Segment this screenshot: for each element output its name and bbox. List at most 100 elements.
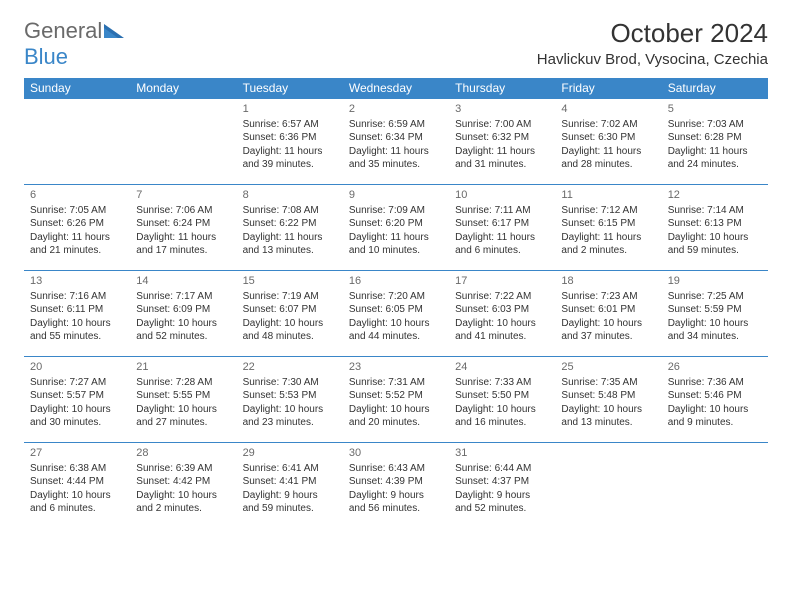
daylight-line: Daylight: 10 hours and 48 minutes. [243,317,337,344]
daylight-line: Daylight: 11 hours and 31 minutes. [455,145,549,172]
calendar-cell-empty [24,99,130,185]
sunset-line: Sunset: 6:11 PM [30,303,124,317]
sunset-line: Sunset: 5:48 PM [561,389,655,403]
sunrise-line: Sunrise: 7:20 AM [349,290,443,304]
calendar-cell: 1Sunrise: 6:57 AMSunset: 6:36 PMDaylight… [237,99,343,185]
daylight-line: Daylight: 11 hours and 21 minutes. [30,231,124,258]
calendar-cell: 24Sunrise: 7:33 AMSunset: 5:50 PMDayligh… [449,357,555,443]
daylight-line: Daylight: 10 hours and 23 minutes. [243,403,337,430]
sunrise-line: Sunrise: 7:35 AM [561,376,655,390]
calendar-cell: 14Sunrise: 7:17 AMSunset: 6:09 PMDayligh… [130,271,236,357]
daylight-line: Daylight: 10 hours and 37 minutes. [561,317,655,344]
sunrise-line: Sunrise: 7:30 AM [243,376,337,390]
day-number: 19 [668,274,762,289]
daylight-line: Daylight: 9 hours and 52 minutes. [455,489,549,516]
sunrise-line: Sunrise: 6:57 AM [243,118,337,132]
sunrise-line: Sunrise: 7:14 AM [668,204,762,218]
sunset-line: Sunset: 6:28 PM [668,131,762,145]
sunrise-line: Sunrise: 7:11 AM [455,204,549,218]
day-number: 29 [243,446,337,461]
day-number: 23 [349,360,443,375]
sunset-line: Sunset: 5:50 PM [455,389,549,403]
sunrise-line: Sunrise: 7:22 AM [455,290,549,304]
day-number: 31 [455,446,549,461]
sunrise-line: Sunrise: 7:16 AM [30,290,124,304]
sunrise-line: Sunrise: 7:00 AM [455,118,549,132]
calendar-cell: 9Sunrise: 7:09 AMSunset: 6:20 PMDaylight… [343,185,449,271]
day-header: Saturday [662,78,768,99]
day-number: 9 [349,188,443,203]
day-header: Monday [130,78,236,99]
sunset-line: Sunset: 6:01 PM [561,303,655,317]
day-header: Friday [555,78,661,99]
sunset-line: Sunset: 6:30 PM [561,131,655,145]
calendar-cell: 26Sunrise: 7:36 AMSunset: 5:46 PMDayligh… [662,357,768,443]
sunrise-line: Sunrise: 6:38 AM [30,462,124,476]
calendar-cell: 6Sunrise: 7:05 AMSunset: 6:26 PMDaylight… [24,185,130,271]
day-number: 21 [136,360,230,375]
calendar-cell: 8Sunrise: 7:08 AMSunset: 6:22 PMDaylight… [237,185,343,271]
sunset-line: Sunset: 6:13 PM [668,217,762,231]
daylight-line: Daylight: 11 hours and 35 minutes. [349,145,443,172]
day-number: 30 [349,446,443,461]
daylight-line: Daylight: 11 hours and 24 minutes. [668,145,762,172]
logo-text-2: Blue [24,44,68,69]
calendar-cell: 31Sunrise: 6:44 AMSunset: 4:37 PMDayligh… [449,443,555,529]
calendar-body: 1Sunrise: 6:57 AMSunset: 6:36 PMDaylight… [24,99,768,529]
day-header: Tuesday [237,78,343,99]
day-number: 2 [349,102,443,117]
logo-triangle-icon [104,18,124,43]
daylight-line: Daylight: 10 hours and 59 minutes. [668,231,762,258]
sunrise-line: Sunrise: 6:41 AM [243,462,337,476]
daylight-line: Daylight: 11 hours and 6 minutes. [455,231,549,258]
calendar-cell: 10Sunrise: 7:11 AMSunset: 6:17 PMDayligh… [449,185,555,271]
daylight-line: Daylight: 10 hours and 2 minutes. [136,489,230,516]
calendar-cell: 18Sunrise: 7:23 AMSunset: 6:01 PMDayligh… [555,271,661,357]
calendar-cell-empty [130,99,236,185]
calendar-header-row: SundayMondayTuesdayWednesdayThursdayFrid… [24,78,768,99]
calendar-week-row: 27Sunrise: 6:38 AMSunset: 4:44 PM Dayligh… [24,443,768,529]
calendar-cell: 5Sunrise: 7:03 AMSunset: 6:28 PMDaylight… [662,99,768,185]
calendar-week-row: 6Sunrise: 7:05 AMSunset: 6:26 PMDaylight… [24,185,768,271]
sunrise-line: Sunrise: 7:36 AM [668,376,762,390]
day-number: 11 [561,188,655,203]
day-number: 22 [243,360,337,375]
location: Havlickuv Brod, Vysocina, Czechia [537,51,768,68]
sunrise-line: Sunrise: 7:06 AM [136,204,230,218]
day-number: 25 [561,360,655,375]
calendar-cell: 15Sunrise: 7:19 AMSunset: 6:07 PMDayligh… [237,271,343,357]
day-number: 6 [30,188,124,203]
calendar-cell: 29Sunrise: 6:41 AMSunset: 4:41 PMDayligh… [237,443,343,529]
sunset-line: Sunset: 4:44 PM [30,475,124,489]
daylight-line: Daylight: 10 hours and 55 minutes. [30,317,124,344]
daylight-line: Daylight: 11 hours and 2 minutes. [561,231,655,258]
sunrise-line: Sunrise: 6:39 AM [136,462,230,476]
daylight-line: Daylight: 10 hours and 13 minutes. [561,403,655,430]
sunset-line: Sunset: 5:57 PM [30,389,124,403]
calendar-cell: 12Sunrise: 7:14 AMSunset: 6:13 PMDayligh… [662,185,768,271]
day-number: 27 [30,446,124,461]
day-number: 12 [668,188,762,203]
sunset-line: Sunset: 6:22 PM [243,217,337,231]
day-number: 16 [349,274,443,289]
daylight-line: Daylight: 11 hours and 17 minutes. [136,231,230,258]
sunset-line: Sunset: 5:59 PM [668,303,762,317]
daylight-line: Daylight: 10 hours and 9 minutes. [668,403,762,430]
sunrise-line: Sunrise: 7:27 AM [30,376,124,390]
sunset-line: Sunset: 4:37 PM [455,475,549,489]
calendar-week-row: 13Sunrise: 7:16 AMSunset: 6:11 PMDayligh… [24,271,768,357]
calendar-cell: 16Sunrise: 7:20 AMSunset: 6:05 PMDayligh… [343,271,449,357]
daylight-line: Daylight: 10 hours and 34 minutes. [668,317,762,344]
day-number: 28 [136,446,230,461]
calendar-week-row: 20Sunrise: 7:27 AMSunset: 5:57 PMDayligh… [24,357,768,443]
sunset-line: Sunset: 6:05 PM [349,303,443,317]
sunset-line: Sunset: 5:53 PM [243,389,337,403]
sunrise-line: Sunrise: 7:05 AM [30,204,124,218]
sunset-line: Sunset: 5:55 PM [136,389,230,403]
sunset-line: Sunset: 6:34 PM [349,131,443,145]
calendar-cell: 17Sunrise: 7:22 AMSunset: 6:03 PMDayligh… [449,271,555,357]
sunrise-line: Sunrise: 6:43 AM [349,462,443,476]
sunrise-line: Sunrise: 6:44 AM [455,462,549,476]
sunset-line: Sunset: 4:41 PM [243,475,337,489]
calendar-cell: 2Sunrise: 6:59 AMSunset: 6:34 PMDaylight… [343,99,449,185]
